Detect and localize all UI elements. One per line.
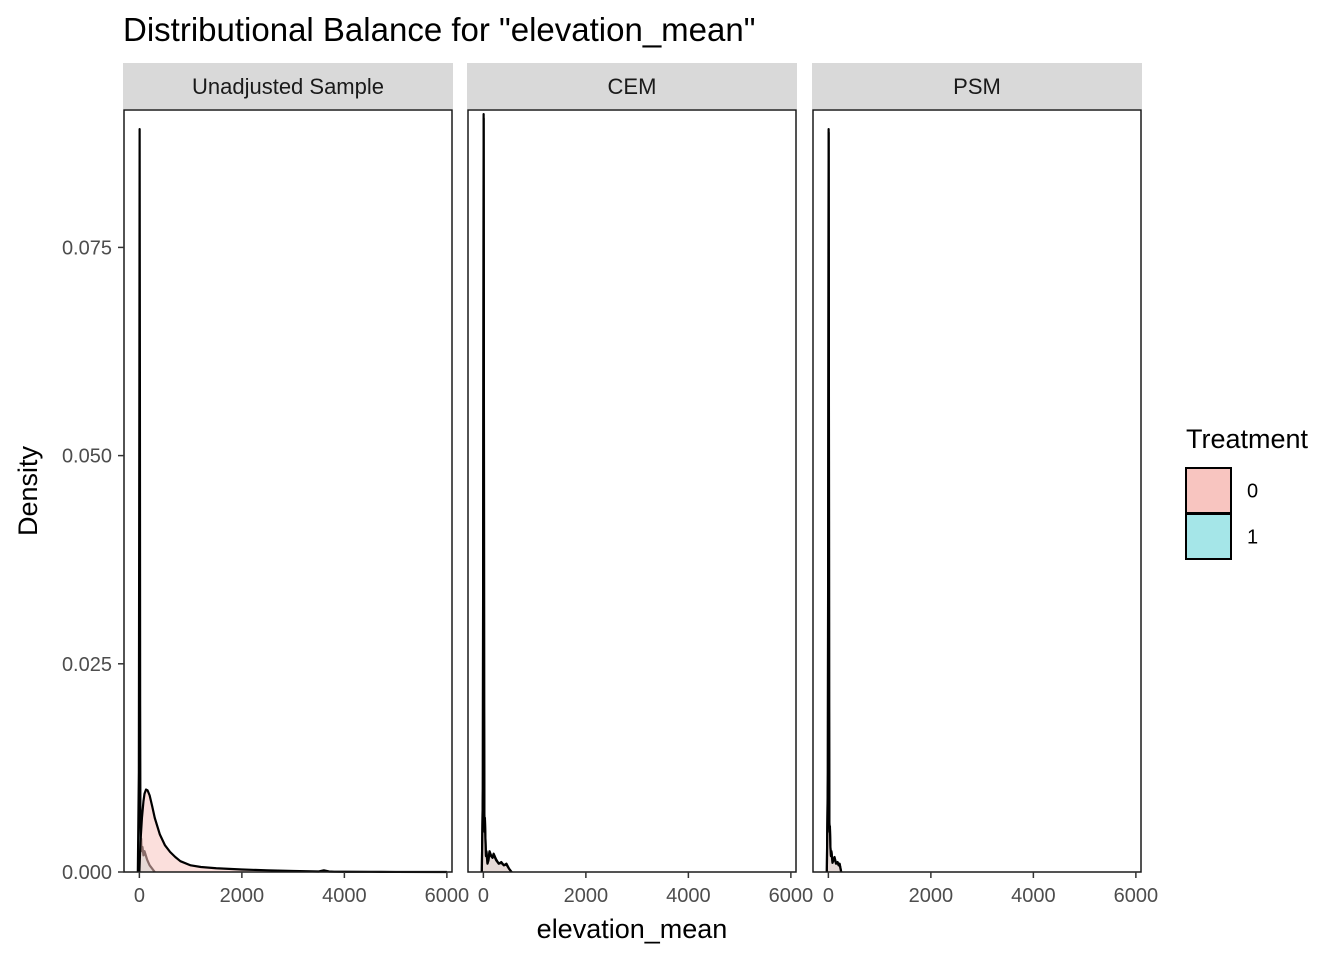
legend-label-0: 0 bbox=[1247, 481, 1258, 503]
facet-strip-label: Unadjusted Sample bbox=[192, 74, 384, 99]
y-tick-label: 0.025 bbox=[62, 654, 112, 676]
x-tick-label: 6000 bbox=[425, 885, 470, 907]
density-line-treatment-0 bbox=[480, 117, 513, 873]
legend-keys: 01 bbox=[1185, 467, 1258, 560]
facet-strip bbox=[123, 63, 453, 109]
x-tick-label: 0 bbox=[823, 885, 834, 907]
density-area-treatment-0 bbox=[139, 789, 447, 872]
chart-title: Distributional Balance for "elevation_me… bbox=[123, 11, 755, 48]
x-axis-title: elevation_mean bbox=[537, 914, 728, 944]
y-axis-title: Density bbox=[13, 445, 43, 536]
y-tick-label: 0.050 bbox=[62, 446, 112, 468]
panel-border bbox=[123, 109, 453, 873]
y-tick-label: 0.000 bbox=[62, 862, 112, 884]
x-tick-label: 0 bbox=[478, 885, 489, 907]
facet-strip-label: PSM bbox=[953, 74, 1001, 99]
panel-border bbox=[467, 109, 797, 873]
x-tick-label: 2000 bbox=[220, 885, 265, 907]
x-tick-label: 4000 bbox=[1011, 885, 1056, 907]
legend: Treatment 01 bbox=[1185, 424, 1309, 560]
y-tick-label: 0.075 bbox=[62, 237, 112, 259]
panel-background bbox=[813, 110, 1141, 872]
x-tick-label: 4000 bbox=[666, 885, 711, 907]
facet-unadjusted-sample: Unadjusted Sample 0 2000 4000 6000 0.000 0.025… bbox=[62, 63, 469, 907]
panel-border bbox=[812, 109, 1142, 873]
facet-cem: CEM 0 2000 4000 6000 bbox=[467, 63, 813, 907]
x-tick-label: 2000 bbox=[564, 885, 609, 907]
facet-panels: Unadjusted Sample 0 2000 4000 6000 0.000 0.025… bbox=[62, 63, 1158, 907]
facet-strip bbox=[467, 63, 797, 109]
density-line-treatment-0 bbox=[825, 131, 843, 873]
facet-strip bbox=[812, 63, 1142, 109]
panel-background bbox=[468, 110, 796, 872]
facet-psm: PSM 0 2000 4000 6000 bbox=[812, 63, 1158, 907]
legend-title: Treatment bbox=[1186, 424, 1309, 454]
x-tick-label: 4000 bbox=[322, 885, 367, 907]
legend-label-1: 1 bbox=[1247, 527, 1258, 549]
x-tick-label: 6000 bbox=[1114, 885, 1159, 907]
legend-key-0 bbox=[1185, 467, 1232, 514]
facet-strip-label: CEM bbox=[608, 74, 657, 99]
x-tick-label: 6000 bbox=[769, 885, 814, 907]
legend-key-1 bbox=[1185, 513, 1232, 560]
panel-background bbox=[124, 110, 452, 872]
x-tick-label: 2000 bbox=[909, 885, 954, 907]
x-tick-label: 0 bbox=[134, 885, 145, 907]
